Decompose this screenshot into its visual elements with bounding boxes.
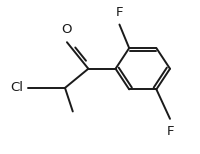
Text: O: O: [62, 23, 72, 36]
Text: F: F: [166, 125, 174, 138]
Text: F: F: [116, 6, 123, 19]
Text: Cl: Cl: [10, 81, 23, 94]
